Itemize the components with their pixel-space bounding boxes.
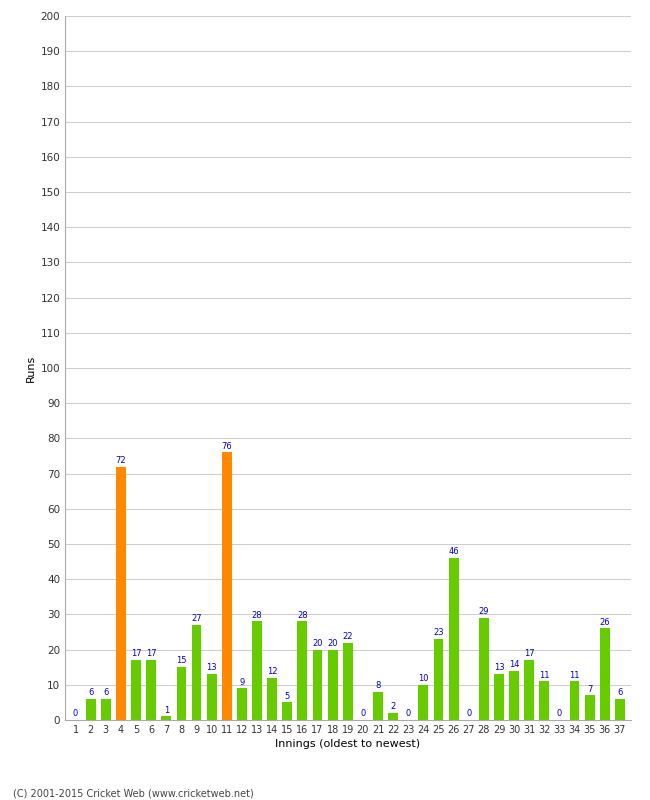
Y-axis label: Runs: Runs xyxy=(26,354,36,382)
Bar xyxy=(540,682,549,720)
Text: 72: 72 xyxy=(116,456,126,465)
Text: 6: 6 xyxy=(103,688,109,697)
Text: 0: 0 xyxy=(406,710,411,718)
Bar xyxy=(207,674,216,720)
Text: 13: 13 xyxy=(493,663,504,673)
Bar xyxy=(373,692,383,720)
Bar xyxy=(615,699,625,720)
Text: 0: 0 xyxy=(360,710,365,718)
Bar xyxy=(146,660,156,720)
Bar xyxy=(509,670,519,720)
Text: 0: 0 xyxy=(466,710,471,718)
Bar xyxy=(585,695,595,720)
Bar xyxy=(298,622,307,720)
Bar xyxy=(192,625,202,720)
Text: 76: 76 xyxy=(222,442,232,450)
Bar xyxy=(282,702,293,720)
Bar xyxy=(252,622,262,720)
Bar xyxy=(419,685,428,720)
Bar xyxy=(101,699,111,720)
Text: 46: 46 xyxy=(448,547,459,556)
Text: 0: 0 xyxy=(557,710,562,718)
Text: 5: 5 xyxy=(285,692,290,701)
Text: 15: 15 xyxy=(176,657,187,666)
Text: 22: 22 xyxy=(343,632,353,641)
Text: 2: 2 xyxy=(391,702,396,711)
Bar xyxy=(222,453,231,720)
Text: 12: 12 xyxy=(267,667,278,676)
Bar xyxy=(434,639,443,720)
Text: 20: 20 xyxy=(328,639,338,648)
Bar xyxy=(479,618,489,720)
Text: 13: 13 xyxy=(206,663,217,673)
Bar xyxy=(494,674,504,720)
Text: 0: 0 xyxy=(73,710,78,718)
Bar xyxy=(161,717,171,720)
Text: 29: 29 xyxy=(478,607,489,616)
Text: 28: 28 xyxy=(252,610,263,620)
Bar xyxy=(448,558,458,720)
Text: 20: 20 xyxy=(312,639,323,648)
Text: 17: 17 xyxy=(131,650,142,658)
Text: 23: 23 xyxy=(433,628,444,638)
Bar xyxy=(388,713,398,720)
Bar xyxy=(267,678,277,720)
Bar xyxy=(177,667,187,720)
Text: 14: 14 xyxy=(509,660,519,669)
Bar xyxy=(328,650,337,720)
Text: 26: 26 xyxy=(599,618,610,626)
Text: 28: 28 xyxy=(297,610,307,620)
Text: 17: 17 xyxy=(524,650,534,658)
Text: 6: 6 xyxy=(618,688,623,697)
Text: 6: 6 xyxy=(88,688,94,697)
Bar xyxy=(343,642,353,720)
Text: 10: 10 xyxy=(418,674,428,683)
Text: (C) 2001-2015 Cricket Web (www.cricketweb.net): (C) 2001-2015 Cricket Web (www.cricketwe… xyxy=(13,788,254,798)
Text: 7: 7 xyxy=(587,685,592,694)
Text: 11: 11 xyxy=(569,670,580,679)
Bar xyxy=(569,682,579,720)
X-axis label: Innings (oldest to newest): Innings (oldest to newest) xyxy=(275,739,421,749)
Text: 17: 17 xyxy=(146,650,157,658)
Text: 9: 9 xyxy=(239,678,244,686)
Bar xyxy=(86,699,96,720)
Text: 27: 27 xyxy=(191,614,202,623)
Text: 1: 1 xyxy=(164,706,169,714)
Bar xyxy=(237,688,247,720)
Bar xyxy=(313,650,322,720)
Bar xyxy=(525,660,534,720)
Bar xyxy=(600,629,610,720)
Text: 11: 11 xyxy=(539,670,549,679)
Text: 8: 8 xyxy=(375,681,381,690)
Bar xyxy=(131,660,141,720)
Bar xyxy=(116,466,126,720)
